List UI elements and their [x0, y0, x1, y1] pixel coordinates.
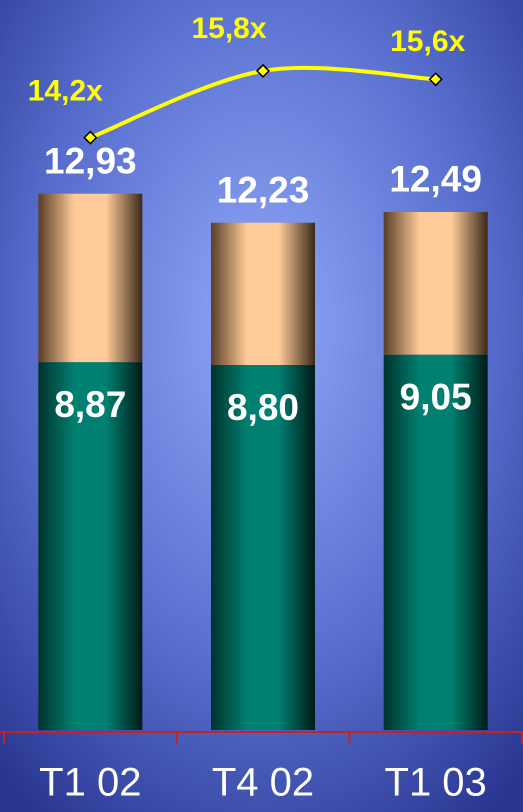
line-label: 14,2x — [28, 75, 103, 108]
bar-segment — [38, 193, 143, 363]
bar-segment — [383, 354, 488, 730]
total-label: 12,23 — [217, 170, 310, 211]
total-label: 12,49 — [389, 159, 482, 200]
line-marker — [255, 63, 271, 78]
value-label: 8,87 — [54, 384, 126, 425]
x-tick-label: T4 02 — [212, 761, 314, 805]
line-label: 15,6x — [390, 25, 465, 58]
value-label: 8,80 — [227, 387, 299, 428]
line-marker — [428, 72, 443, 87]
bar-segment — [383, 211, 488, 355]
line-label: 15,8x — [191, 12, 266, 45]
total-label: 12,93 — [44, 140, 137, 181]
bar-segment — [211, 222, 315, 365]
line-marker — [83, 130, 98, 145]
bar-segment — [211, 365, 315, 730]
x-tick-label: T1 02 — [39, 761, 141, 805]
value-label: 9,05 — [400, 376, 472, 417]
x-tick-label: T1 03 — [385, 761, 487, 805]
bar-segment — [38, 362, 143, 730]
